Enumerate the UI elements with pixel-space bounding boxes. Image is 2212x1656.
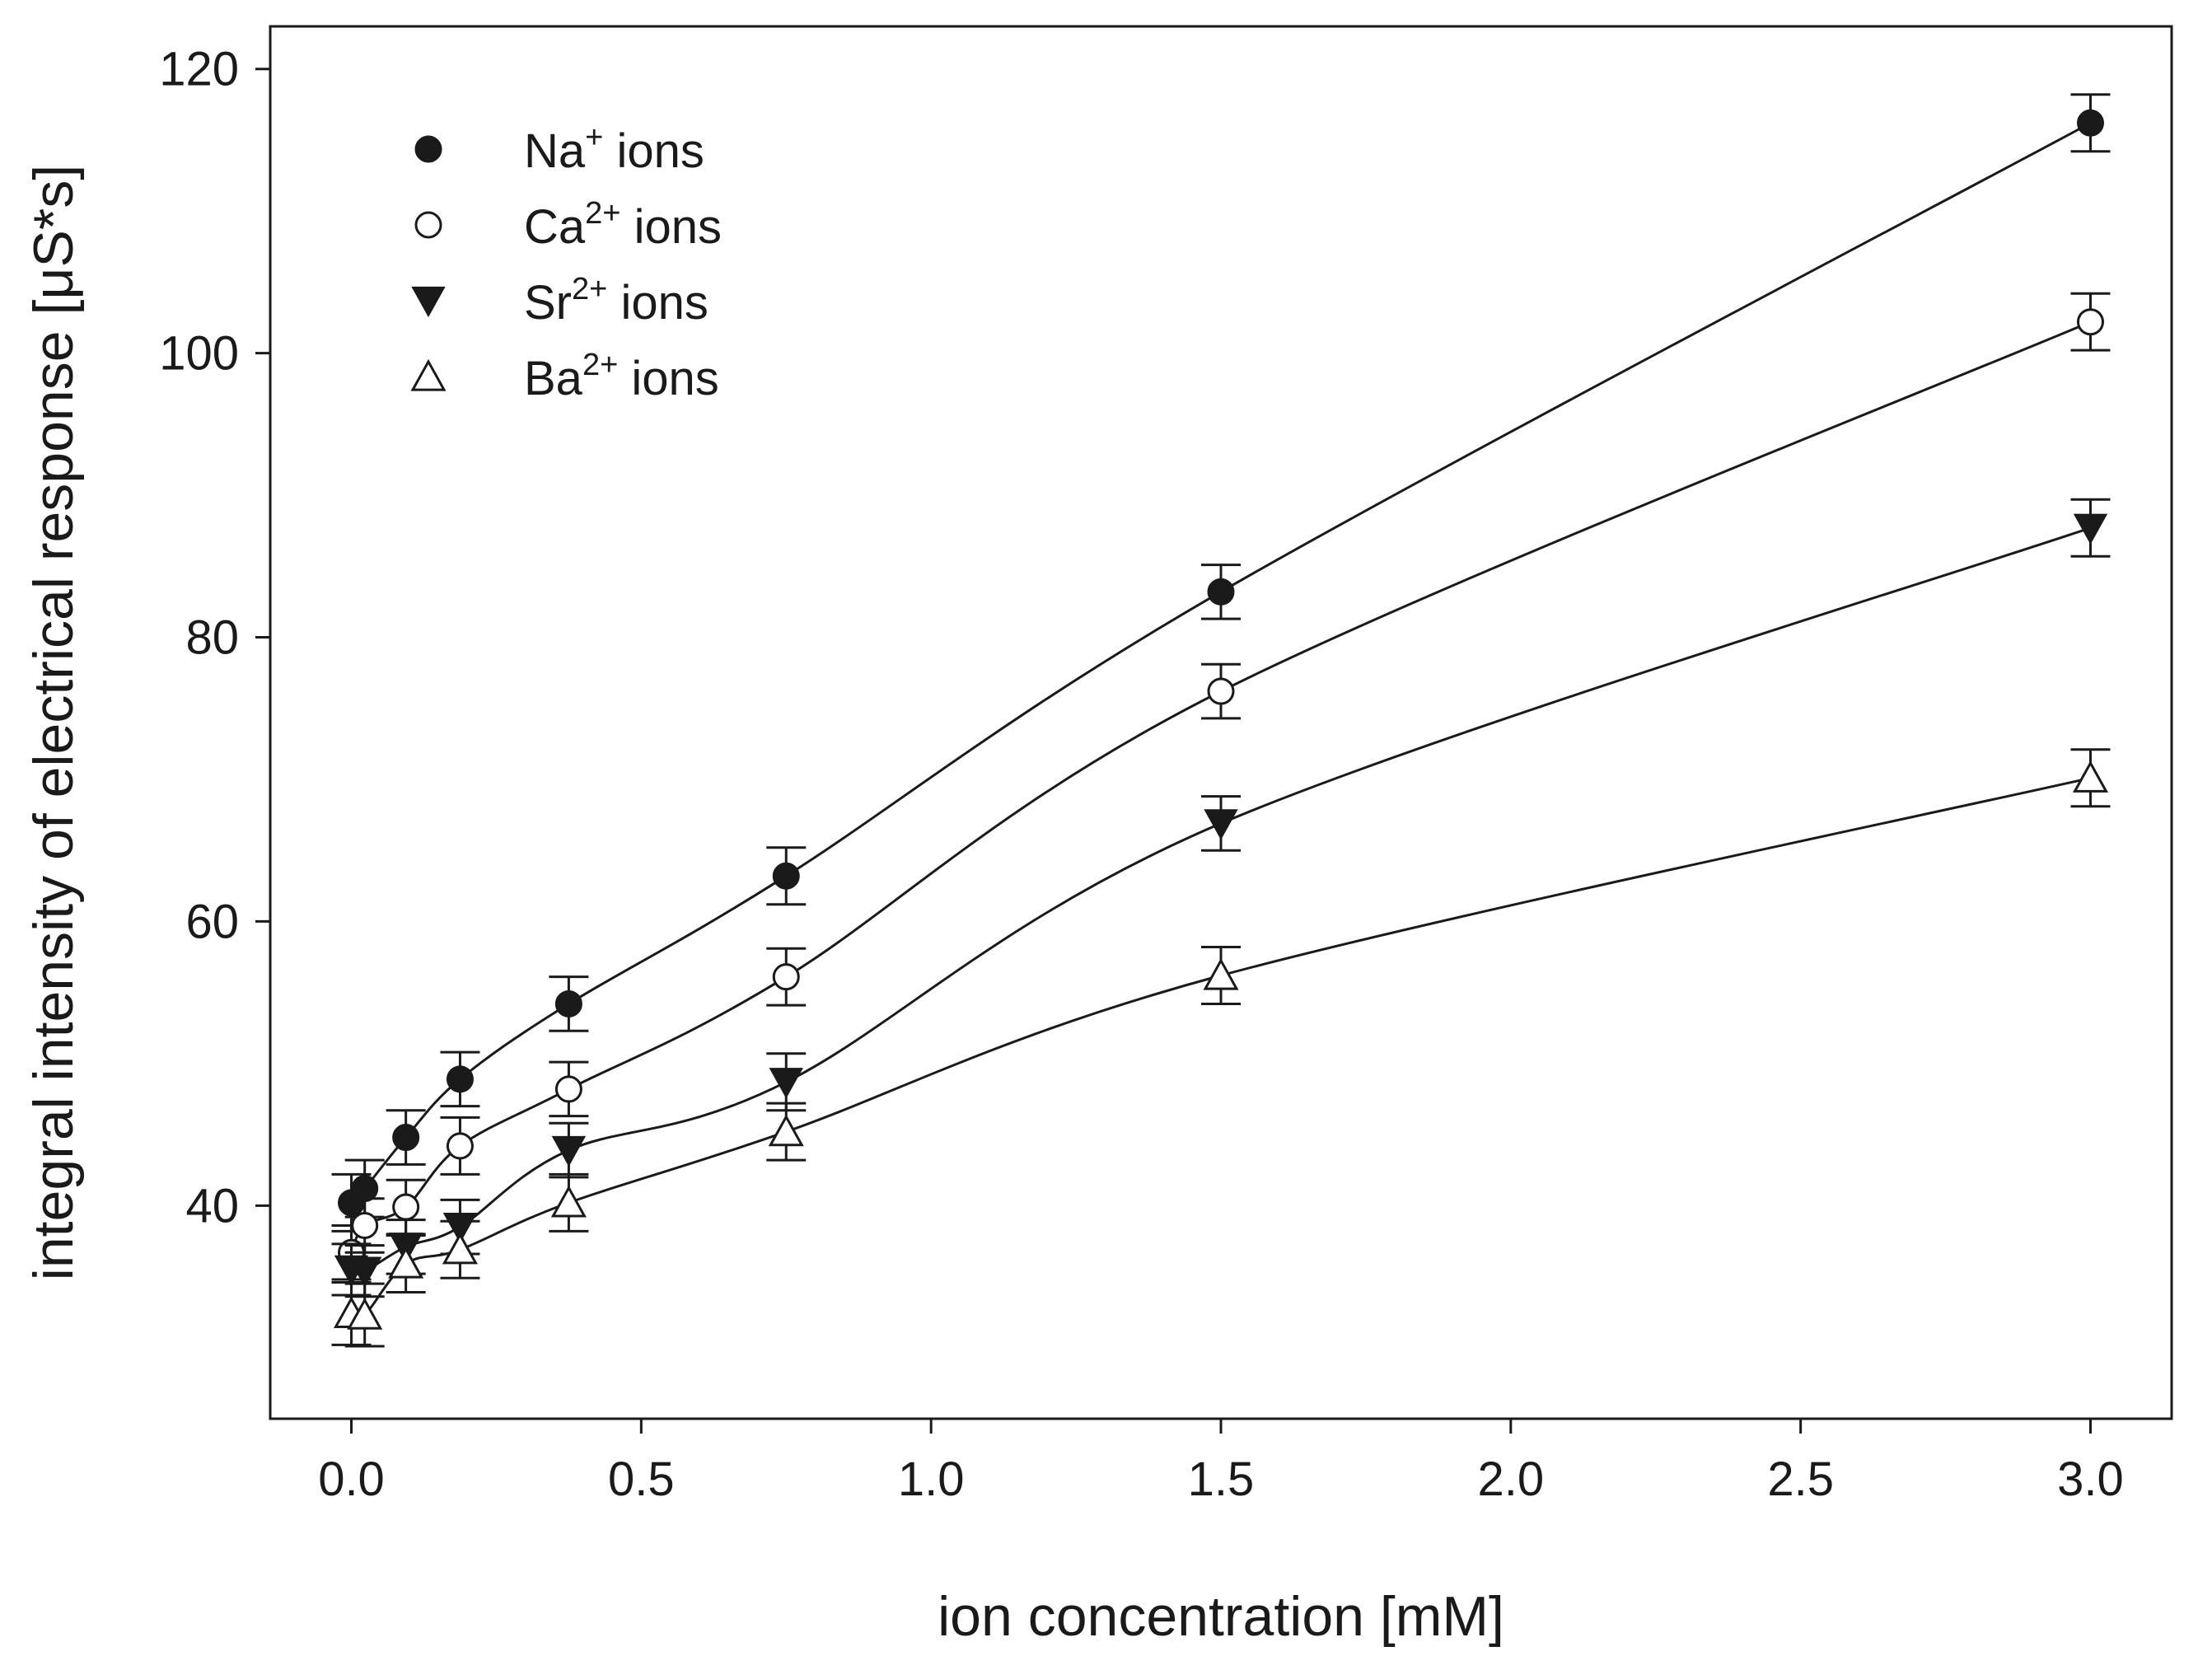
legend-label: Ba2+ ions xyxy=(524,348,719,405)
data-point xyxy=(554,989,582,1017)
x-tick-label: 0.0 xyxy=(318,1453,385,1506)
data-point xyxy=(1203,957,1239,990)
y-axis-title: integral intensity of electrical respons… xyxy=(22,165,85,1281)
data-point xyxy=(1207,578,1235,606)
data-points xyxy=(331,93,2111,1348)
legend-marker xyxy=(414,135,442,163)
data-point xyxy=(2072,760,2109,793)
y-tick-label: 80 xyxy=(185,611,239,665)
legend-item-na: Na+ ions xyxy=(414,120,704,178)
y-axis: 40 60 80 100 120 xyxy=(159,43,270,1233)
data-point xyxy=(1204,809,1238,840)
data-point xyxy=(347,1297,383,1330)
legend-item-ba: Ba2+ ions xyxy=(410,348,719,405)
data-point xyxy=(1207,677,1235,705)
data-point xyxy=(392,1124,420,1152)
fit-curve-sr xyxy=(351,526,2091,1274)
y-tick-label: 120 xyxy=(159,43,239,96)
data-point xyxy=(769,1068,803,1099)
series-na xyxy=(331,93,2111,1233)
data-point xyxy=(2076,109,2104,137)
legend-marker xyxy=(410,358,447,391)
legend-item-ca: Ca2+ ions xyxy=(414,196,722,254)
x-tick-label: 3.0 xyxy=(2057,1453,2124,1506)
y-tick-label: 40 xyxy=(185,1179,239,1233)
data-point xyxy=(768,1114,804,1147)
x-tick-label: 0.5 xyxy=(608,1453,675,1506)
fit-curve-ca xyxy=(350,320,2092,1253)
data-point xyxy=(392,1193,420,1221)
data-point xyxy=(446,1132,474,1160)
data-point xyxy=(351,1175,379,1203)
data-point xyxy=(772,963,800,991)
legend-marker xyxy=(411,286,446,318)
x-tick-label: 1.0 xyxy=(898,1453,965,1506)
legend-label: Sr2+ ions xyxy=(524,272,708,330)
data-point xyxy=(554,1075,582,1103)
y-tick-label: 100 xyxy=(159,327,239,381)
x-axis: 0.0 0.5 1.0 1.5 2.0 2.5 3.0 xyxy=(318,1419,2124,1506)
data-point xyxy=(772,862,800,890)
y-tick-label: 60 xyxy=(185,895,239,948)
x-axis-title: ion concentration [mM] xyxy=(938,1585,1504,1648)
data-point xyxy=(388,1246,424,1279)
data-point xyxy=(2073,513,2108,545)
data-point xyxy=(2076,308,2104,336)
data-point xyxy=(351,1211,379,1239)
series-ca xyxy=(331,292,2111,1281)
data-point xyxy=(550,1185,587,1218)
legend-item-sr: Sr2+ ions xyxy=(411,272,708,330)
x-tick-label: 2.5 xyxy=(1767,1453,1834,1506)
data-point xyxy=(551,1135,587,1167)
fit-curve-ba xyxy=(350,776,2091,1320)
x-tick-label: 2.0 xyxy=(1478,1453,1545,1506)
series-ba xyxy=(331,748,2111,1348)
legend-label: Ca2+ ions xyxy=(524,196,722,254)
data-point xyxy=(442,1232,478,1265)
data-point xyxy=(347,1256,382,1288)
x-tick-label: 1.5 xyxy=(1188,1453,1255,1506)
legend-label: Na+ ions xyxy=(524,120,704,178)
legend: Na+ ions Ca2+ ions Sr2+ ions Ba2+ ions xyxy=(410,120,722,405)
legend-marker xyxy=(414,211,442,239)
data-point xyxy=(446,1065,474,1093)
